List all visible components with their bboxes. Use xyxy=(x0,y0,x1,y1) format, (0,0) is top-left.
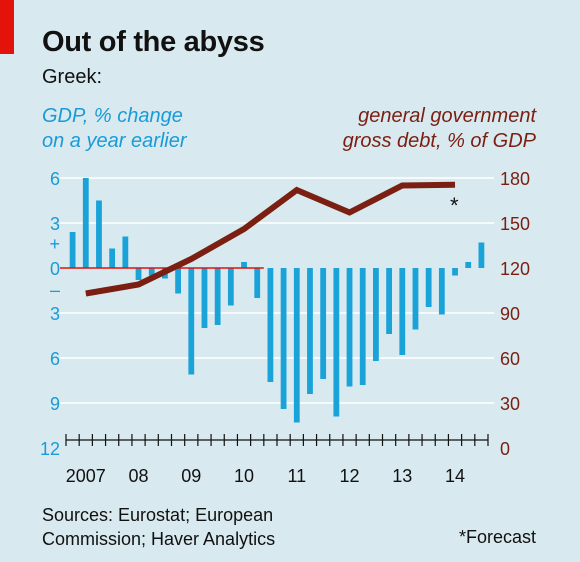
left-tick-label: 3 xyxy=(50,304,60,324)
forecast-footnote: *Forecast xyxy=(458,527,536,547)
x-tick-label: 09 xyxy=(181,466,201,486)
gdp-bar xyxy=(109,248,116,268)
left-axis-label-line2: on a year earlier xyxy=(42,130,187,152)
gdp-bars xyxy=(69,178,485,423)
x-tick-label: 14 xyxy=(445,466,465,486)
right-axis-label-line2: gross debt, % of GDP xyxy=(342,130,536,152)
right-tick-label: 60 xyxy=(500,349,520,369)
debt-line xyxy=(85,181,456,297)
gdp-bar xyxy=(82,178,89,268)
gdp-bar xyxy=(188,268,195,375)
left-tick-label: 0 xyxy=(50,259,60,279)
right-axis-label-line1: general government xyxy=(358,105,536,127)
gdp-bar xyxy=(307,268,313,394)
gdp-bar xyxy=(175,268,181,294)
x-axis: 2007 08 09 10 11 12 13 14 xyxy=(65,434,489,486)
gridlines xyxy=(60,177,494,404)
source-line2: Commission; Haver Analytics xyxy=(42,529,276,549)
left-tick-label: 3 xyxy=(50,214,60,234)
x-tick-label: 13 xyxy=(392,466,412,486)
right-tick-label: 120 xyxy=(500,259,530,279)
gdp-bar xyxy=(399,268,406,355)
left-tick-label: 9 xyxy=(50,394,60,414)
forecast-asterisk: * xyxy=(450,193,459,218)
gdp-bar xyxy=(320,268,327,379)
gdp-bar xyxy=(96,200,102,268)
gdp-bar xyxy=(452,268,458,276)
right-tick-label: 180 xyxy=(500,169,530,189)
gdp-bar xyxy=(465,262,472,268)
left-tick-label: 6 xyxy=(50,169,60,189)
gdp-bar xyxy=(386,268,392,334)
plus-sign: + xyxy=(49,234,60,254)
source-note: Sources: Eurostat; European Commission; … xyxy=(42,503,275,551)
left-tick-label: 6 xyxy=(50,349,60,369)
x-tick-label: 11 xyxy=(287,466,306,486)
right-axis-label: general government gross debt, % of GDP xyxy=(343,104,536,154)
gdp-bar xyxy=(241,262,247,268)
gdp-bar xyxy=(201,268,208,328)
gdp-bar xyxy=(293,268,300,423)
gdp-bar xyxy=(333,268,340,417)
gdp-bar xyxy=(227,268,234,306)
right-tick-label: 90 xyxy=(500,304,520,324)
gdp-bar xyxy=(69,232,76,268)
x-tick-label: 12 xyxy=(340,466,360,486)
gdp-bar xyxy=(425,268,432,307)
gdp-bar xyxy=(478,242,485,268)
left-axis-label-line1: GDP, % change xyxy=(42,105,183,127)
right-tick-label: 30 xyxy=(500,394,520,414)
gdp-bar xyxy=(359,268,366,385)
gdp-bar xyxy=(267,268,274,382)
source-line1: Sources: Eurostat; European xyxy=(42,505,274,525)
left-axis-label: GDP, % change on a year earlier xyxy=(42,104,187,154)
x-tick-label: 08 xyxy=(129,466,149,486)
gdp-bar xyxy=(254,268,261,298)
chart-title: Out of the abyss xyxy=(42,26,265,58)
right-tick-label: 150 xyxy=(500,214,530,234)
debt-line-group: * xyxy=(85,181,459,297)
left-tick-label: 12 xyxy=(40,439,60,459)
gdp-bar xyxy=(438,268,445,315)
gdp-bar xyxy=(373,268,379,361)
gdp-bar xyxy=(346,268,353,387)
chart-subtitle: Greek: xyxy=(42,66,103,88)
gdp-bar xyxy=(214,268,221,325)
gdp-bar xyxy=(280,268,287,409)
right-tick-label: 0 xyxy=(500,439,510,459)
gdp-bar xyxy=(122,236,129,268)
gdp-bar xyxy=(148,268,155,276)
gdp-bar xyxy=(135,268,142,280)
x-tick-label: 10 xyxy=(234,466,254,486)
minus-sign: – xyxy=(50,280,60,300)
x-tick-label: 2007 xyxy=(66,466,106,486)
gdp-bar xyxy=(412,268,419,330)
brand-tab xyxy=(0,0,14,54)
